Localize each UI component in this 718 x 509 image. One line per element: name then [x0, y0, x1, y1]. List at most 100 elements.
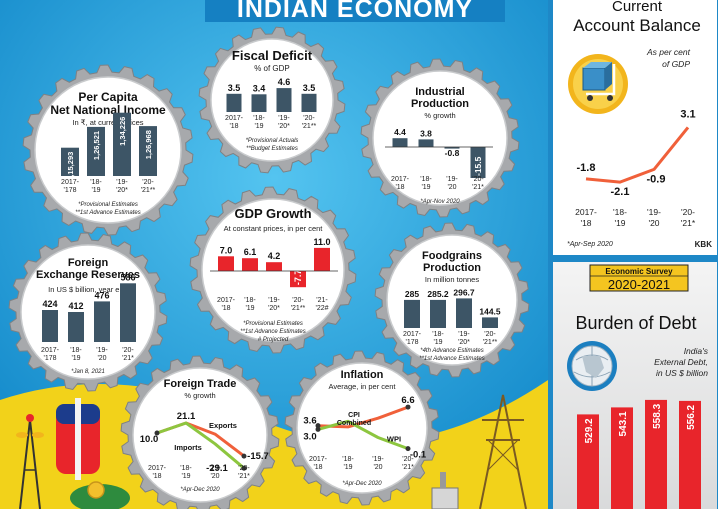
- foodgrains-category-3-b: '21**: [483, 339, 498, 346]
- per_capita-value-0: 1,15,293: [66, 152, 75, 181]
- percapita-subtitle: In ₹, at current prices: [72, 118, 143, 127]
- fiscal-category-1: '18-: [253, 115, 265, 122]
- debt-title: Burden of Debt: [575, 313, 696, 333]
- industrial-category-0: 2017-: [391, 176, 410, 183]
- industrial-category-3: '20-: [472, 176, 484, 183]
- forex-bar-2: [94, 301, 110, 342]
- gear-foodgrains: [374, 222, 530, 378]
- fiscal-bar-3: [301, 93, 317, 112]
- percapita-note-2: **1st Advance Estimates: [75, 210, 140, 216]
- forex-category-1-b: '19: [71, 355, 80, 362]
- gdp-category-1: '18-: [244, 297, 256, 304]
- cab-category-2: '19-: [647, 207, 661, 217]
- cab-value-1: -2.1: [611, 186, 630, 198]
- inflation-legend-cpi: CPI: [348, 412, 360, 419]
- forex-category-2-b: '20: [97, 355, 106, 362]
- per_capita-category-1: '18-: [90, 179, 102, 186]
- foodgrains-category-0-b: '178: [405, 339, 418, 346]
- gdp-category-2-b: '20*: [268, 305, 280, 312]
- fiscal-category-2: '19-: [278, 115, 290, 122]
- title-banner: INDIAN ECONOMY: [205, 0, 505, 23]
- gdp-category-1-b: '19: [245, 305, 254, 312]
- debt-value-1: 543.1: [618, 411, 629, 436]
- industrial-bars: 4.4 2017-'18 3.8 '18-'19 -0.8 '19-'20 -15.5'20…: [385, 127, 493, 191]
- fiscal-title: Fiscal Deficit: [232, 48, 313, 63]
- forex-title-2: Exchange Reserves: [36, 269, 140, 281]
- inflation-lines: 2017-'18 '18-'19 '19-'20 '20-'21* 3.6 3.0 6.6 -…: [303, 395, 427, 471]
- per_capita-bar-1: [87, 126, 105, 176]
- gdp-subtitle: At constant prices, in per cent: [224, 224, 324, 233]
- gdp-value-1: 6.1: [244, 247, 257, 257]
- gdp-bar-4: [314, 247, 330, 271]
- forex-category-1: '18-: [70, 347, 82, 354]
- debt-value-0: 529.2: [584, 418, 595, 443]
- gdp-category-3-b: '21**: [291, 305, 306, 312]
- gdp-value-0: 7.0: [220, 245, 233, 255]
- foodgrains-note-2: **1st Advance Estimates: [419, 356, 484, 362]
- trade-category-1-b: '19: [181, 473, 190, 480]
- trade-panel: Foreign Trade % growth 2017-'18 '18-'19 '1…: [140, 378, 269, 493]
- factory-icon: [431, 472, 459, 509]
- foodgrains-value-3: 144.5: [479, 306, 501, 316]
- forex-category-0: 2017-: [41, 347, 60, 354]
- fiscal-value-3: 3.5: [303, 83, 316, 93]
- cab-panel: Current Account Balance As per cent of G…: [553, 0, 717, 255]
- cab-value-2: -0.9: [647, 173, 666, 185]
- per_capita-category-3-b: '21**: [141, 187, 156, 194]
- cab-subtitle-1: As per cent: [646, 47, 691, 57]
- fiscal-bars: 3.5 2017-'18 3.4 '18-'19 4.6 '19-'20* 3.5 '20-'…: [225, 77, 317, 130]
- industrial-bar-3: [470, 147, 486, 178]
- trade-annotation-3: -29.1: [206, 463, 228, 474]
- inflation-series-1: [317, 419, 409, 451]
- fiscal-note-1: *Provisional Actuals: [246, 138, 299, 144]
- cab-title-1: Current: [612, 0, 663, 15]
- gdp-bar-3: [290, 271, 306, 288]
- gdp-note-3: # Projected: [258, 337, 289, 343]
- gear-per-capita: [22, 64, 194, 236]
- debt-panel: Economic Survey 2020-2021 Burden of Debt…: [553, 262, 717, 509]
- gear-fiscal: [198, 26, 346, 174]
- trade-category-3-b: '21*: [238, 473, 250, 480]
- industrial-category-2: '19-: [446, 176, 458, 183]
- foodgrains-category-2-b: '20*: [458, 339, 470, 346]
- fiscal-value-1: 3.4: [253, 83, 266, 93]
- industrial-value-2: -0.8: [445, 148, 460, 158]
- forex-bar-3: [120, 283, 136, 342]
- foodgrains-bar-0: [404, 299, 420, 328]
- debt-badge: [589, 264, 689, 292]
- inflation-category-3: '20-: [402, 456, 414, 463]
- per_capita-value-3: 1,26,968: [144, 130, 153, 159]
- gdp-bar-2: [266, 262, 282, 271]
- foodgrains-title-1: Foodgrains: [422, 250, 482, 262]
- forex-panel: Foreign Exchange Reserves In US $ billio…: [36, 257, 140, 375]
- debt-bars: 529.2 543.1 558.3 556.2: [577, 399, 701, 509]
- foodgrains-category-2: '19-: [458, 331, 470, 338]
- dollar-sign-icon: [56, 398, 100, 480]
- gdp-category-4-b: '22#: [315, 305, 328, 312]
- inflation-note: *Apr-Dec 2020: [342, 481, 382, 487]
- cab-title-2: Account Balance: [573, 16, 701, 35]
- cab-category-3: '20-: [681, 207, 695, 217]
- fiscal-category-1-b: '19: [254, 123, 263, 130]
- cab-category-0: 2017-: [575, 207, 597, 217]
- cart-icon: [568, 54, 628, 114]
- foodgrains-category-1-b: '19: [433, 339, 442, 346]
- foodgrains-bar-3: [482, 317, 498, 328]
- gdp-category-0-b: '18: [221, 305, 230, 312]
- debt-badge-line-1: Economic Survey: [605, 267, 673, 276]
- cab-category-1-b: '19: [614, 218, 625, 228]
- debt-value-2: 558.3: [652, 403, 663, 428]
- inflation-annotation-0: 3.6: [303, 416, 316, 427]
- fiscal-bar-1: [251, 94, 267, 112]
- inflation-annotation-1: 3.0: [303, 431, 316, 442]
- per_capita-bar-0: [61, 147, 79, 176]
- gdp-value-4: 11.0: [313, 237, 330, 247]
- inflation-category-2: '19-: [372, 456, 384, 463]
- inflation-point-0-0: [315, 423, 321, 429]
- money-bag-icon: [70, 481, 130, 509]
- debt-bar-2: [645, 399, 667, 509]
- cab-credit: KBK: [695, 240, 713, 249]
- trade-category-0: 2017-: [148, 465, 167, 472]
- industrial-value-3: -15.5: [473, 156, 483, 176]
